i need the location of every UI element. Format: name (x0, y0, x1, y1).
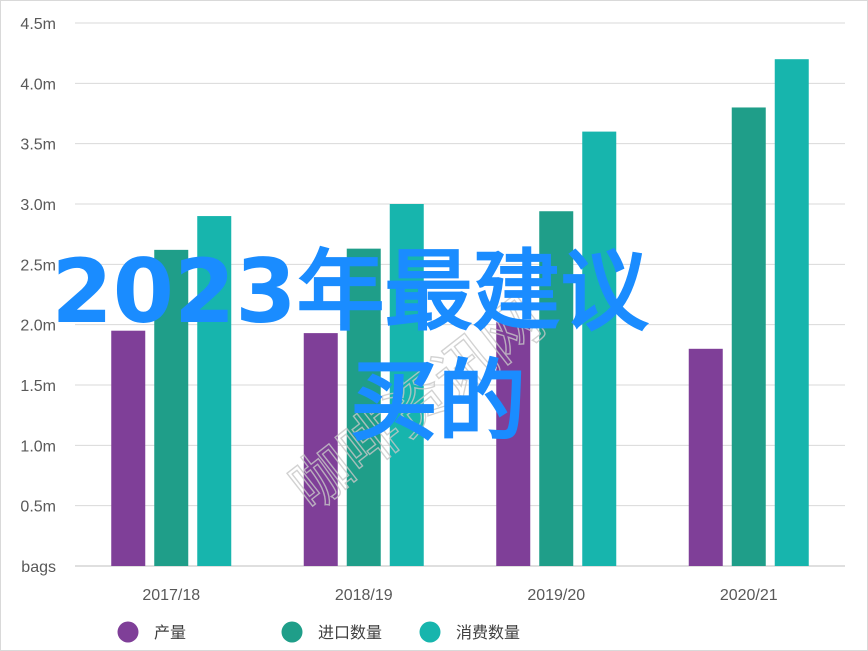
overlay-title-line2: 买的 (350, 350, 526, 453)
y-tick-label: 3.0m (20, 197, 56, 214)
legend-label: 进口数量 (318, 623, 382, 642)
legend-label: 消费数量 (456, 623, 520, 642)
legend: 产量 进口数量 消费数量 (117, 621, 520, 643)
y-axis: bags 0.5m 1.0m 1.5m 2.0m 2.5m 3.0m 3.5m 4.0m 4.5m (20, 16, 56, 576)
y-tick-label: 1.0m (20, 438, 56, 455)
x-tick-label: 2019/20 (527, 587, 585, 604)
bar (389, 204, 424, 566)
bar (303, 333, 338, 566)
x-tick-label: 2018/19 (335, 587, 393, 604)
bar (774, 59, 809, 566)
legend-marker (419, 621, 441, 643)
x-tick-label: 2020/21 (720, 587, 778, 604)
bar (197, 216, 232, 567)
bar (111, 330, 146, 566)
x-axis: 2017/18 2018/19 2019/20 2020/21 (142, 587, 777, 604)
legend-label: 产量 (154, 623, 186, 642)
y-tick-label: 1.5m (20, 378, 56, 395)
y-tick-label: 4.5m (20, 16, 56, 33)
y-tick-label: 2.5m (20, 257, 56, 274)
bar (496, 322, 531, 566)
bar (582, 131, 617, 566)
bar (731, 107, 766, 566)
y-tick-label: 4.0m (20, 76, 56, 93)
bar (539, 211, 574, 567)
bar (154, 249, 189, 566)
x-tick-label: 2017/18 (142, 587, 200, 604)
y-tick-label: bags (21, 559, 56, 576)
y-tick-label: 2.0m (20, 318, 56, 335)
bar (346, 248, 381, 566)
y-tick-label: 3.5m (20, 137, 56, 154)
bars (111, 59, 809, 567)
overlay-title-line1: 2023年最建议 (52, 240, 650, 343)
legend-marker (117, 621, 139, 643)
legend-marker (281, 621, 303, 643)
y-tick-label: 0.5m (20, 499, 56, 516)
bar (688, 348, 723, 566)
